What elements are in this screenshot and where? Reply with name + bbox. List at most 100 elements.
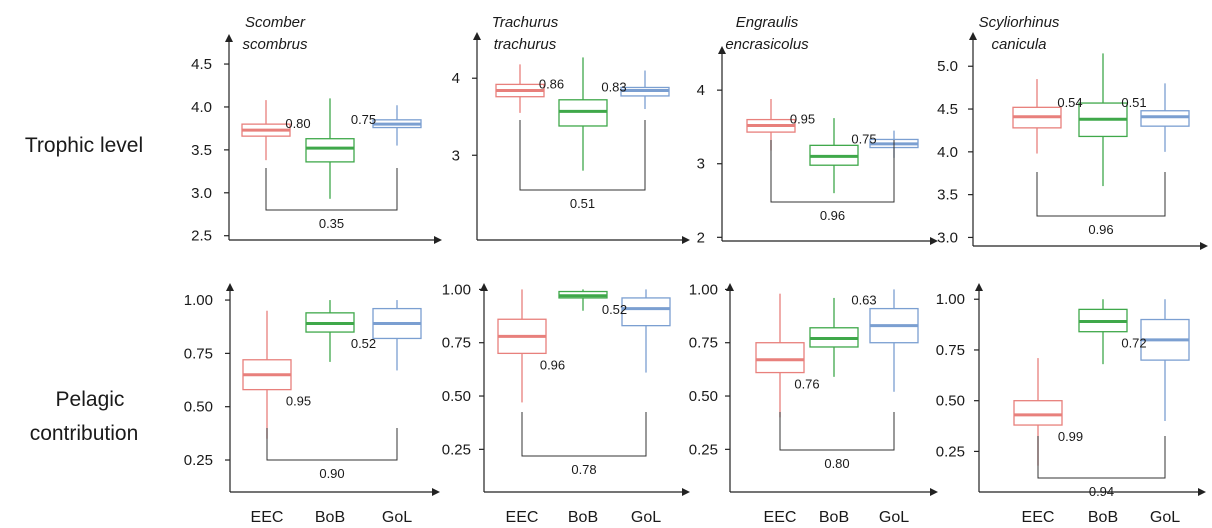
bracket-label: 0.96 [1088, 222, 1113, 237]
overlap-label-bob-gol: 0.75 [851, 131, 876, 146]
species-title-trachurus-epithet: trachurus [494, 36, 557, 53]
overlap-label-eec-bob: 0.95 [790, 112, 815, 127]
y-tick-label: 1.00 [936, 291, 965, 308]
y-tick-label: 0.50 [936, 393, 965, 410]
overlap-label-eec-bob: 0.99 [1058, 429, 1083, 444]
y-tick-label: 0.25 [184, 452, 213, 469]
x-category-bob: BoB [568, 509, 598, 526]
x-axis-arrow [1198, 488, 1206, 496]
x-axis-arrow [682, 488, 690, 496]
row-label-contribution: contribution [30, 422, 139, 445]
x-axis-arrow [1200, 242, 1208, 250]
y-tick-label: 5.0 [937, 58, 958, 75]
row-label-trophic-level: Trophic level [25, 134, 143, 157]
x-category-eec: EEC [506, 509, 539, 526]
x-category-gol: GoL [631, 509, 661, 526]
bracket-eec-gol [519, 120, 646, 191]
species-title-engraulis-genus: Engraulis [736, 14, 799, 31]
bracket-label: 0.51 [570, 196, 595, 211]
y-axis-arrow [225, 34, 233, 42]
bracket-eec-gol [1036, 172, 1166, 217]
overlap-label-bob-gol: 0.75 [351, 112, 376, 127]
overlap-label-eec-bob: 0.96 [540, 357, 565, 372]
box-gol [1140, 83, 1190, 152]
overlap-label-bob-gol: 0.63 [851, 293, 876, 308]
species-title-scomber-epithet: scombrus [242, 36, 308, 53]
species-title-scomber-genus: Scomber [245, 14, 306, 31]
y-tick-label: 4.5 [937, 101, 958, 118]
x-category-gol: GoL [1150, 509, 1180, 526]
y-tick-label: 1.00 [184, 292, 213, 309]
box-bob [1078, 299, 1128, 365]
y-tick-label: 0.50 [184, 399, 213, 416]
y-tick-label: 0.75 [184, 345, 213, 362]
y-tick-label: 1.00 [689, 281, 718, 298]
overlap-label-eec-bob: 0.80 [285, 116, 310, 131]
box-bob [1078, 53, 1128, 187]
overlap-label-bob-gol: 0.51 [1121, 95, 1146, 110]
bracket-label: 0.90 [319, 466, 344, 481]
y-tick-label: 0.75 [689, 335, 718, 352]
box-bob [809, 118, 859, 194]
y-tick-label: 4.0 [191, 99, 212, 116]
box-eec [746, 98, 796, 151]
box-iqr [1013, 400, 1063, 426]
box-eec [241, 100, 291, 161]
box-eec [1013, 358, 1063, 466]
species-title-scyliorhinus-epithet: canicula [991, 36, 1046, 53]
x-axis-arrow [682, 236, 690, 244]
overlap-label-bob-gol: 0.52 [602, 302, 627, 317]
panel-pelagic-scomber: 0.25 0.50 0.75 1.00 0.95 0.52 0.90 EEC BoB GoL [184, 283, 440, 526]
box-bob [809, 297, 859, 377]
x-category-gol: GoL [879, 509, 909, 526]
y-tick-label: 0.25 [442, 441, 471, 458]
species-title-scyliorhinus-genus: Scyliorhinus [979, 14, 1060, 31]
y-tick-label: 3.0 [937, 229, 958, 246]
box-eec [497, 289, 547, 403]
y-tick-label: 0.25 [936, 443, 965, 460]
overlap-label-eec-bob: 0.54 [1057, 95, 1082, 110]
y-axis-arrow [718, 46, 726, 54]
y-tick-label: 4.5 [191, 56, 212, 73]
box-bob [305, 300, 355, 362]
overlap-label-bob-gol: 0.72 [1121, 336, 1146, 351]
row-label-pelagic: Pelagic [56, 388, 125, 411]
x-axis-arrow [930, 488, 938, 496]
x-category-eec: EEC [251, 509, 284, 526]
x-category-bob: BoB [1088, 509, 1118, 526]
bracket-label: 0.80 [824, 456, 849, 471]
overlap-label-bob-gol: 0.83 [601, 79, 626, 94]
y-tick-label: 3.5 [937, 187, 958, 204]
panel-pelagic-engraulis: 0.25 0.50 0.75 1.00 0.76 0.63 0.80 EEC BoB GoL [689, 281, 938, 526]
x-category-gol: GoL [382, 509, 412, 526]
y-tick-label: 4 [452, 70, 460, 87]
bracket-eec-gol [521, 412, 647, 457]
bracket-eec-gol [265, 168, 398, 211]
box-iqr [558, 99, 608, 127]
box-eec [495, 64, 545, 113]
box-gol [620, 70, 670, 110]
panel-trophic-scomber: 2.5 3.0 3.5 4.0 4.5 0.80 0.75 0.35 [191, 34, 442, 245]
box-gol [372, 300, 422, 371]
bracket-eec-gol [770, 140, 895, 203]
y-tick-label: 4.0 [937, 144, 958, 161]
x-category-eec: EEC [1022, 509, 1055, 526]
box-eec [755, 293, 805, 418]
y-tick-label: 0.75 [936, 342, 965, 359]
bracket-label: 0.94 [1089, 484, 1114, 499]
box-bob [558, 289, 608, 311]
y-tick-label: 4 [697, 82, 705, 99]
bracket-eec-gol [779, 412, 895, 451]
panel-trophic-trachurus: 3 4 0.86 0.83 0.51 [452, 32, 690, 244]
panel-trophic-scyliorhinus: 3.0 3.5 4.0 4.5 5.0 0.54 0.51 0.96 [937, 32, 1208, 250]
x-axis-arrow [434, 236, 442, 244]
y-tick-label: 3 [452, 147, 460, 164]
panel-pelagic-scyliorhinus: 0.25 0.50 0.75 1.00 0.99 0.72 0.94 EEC BoB GoL [936, 283, 1206, 526]
y-tick-label: 1.00 [442, 281, 471, 298]
box-gol [1140, 299, 1190, 421]
y-axis-arrow [975, 283, 983, 291]
y-tick-label: 0.25 [689, 441, 718, 458]
x-category-bob: BoB [819, 509, 849, 526]
species-title-engraulis-epithet: encrasicolus [725, 36, 809, 53]
